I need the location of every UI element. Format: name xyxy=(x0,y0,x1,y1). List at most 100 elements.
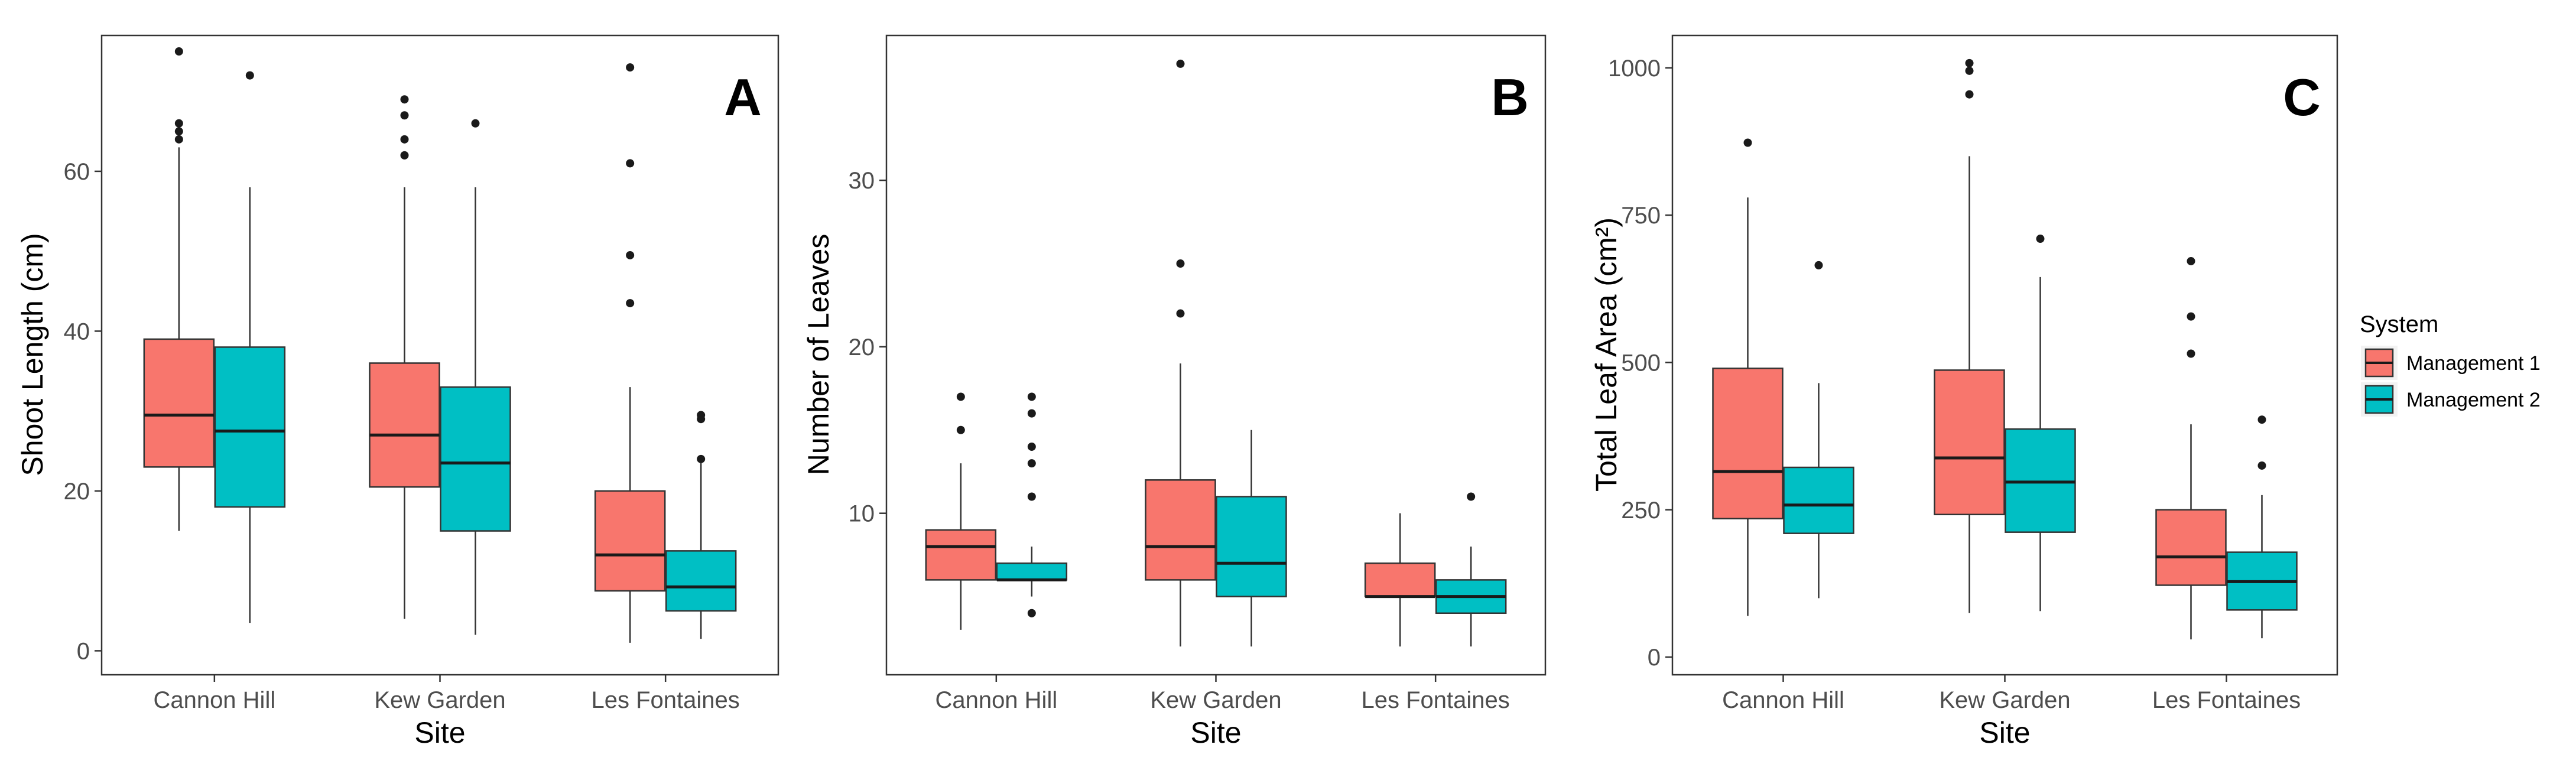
box-les-fontaines-2 xyxy=(665,411,737,639)
y-tick-label: 10 xyxy=(849,501,875,527)
outlier-point xyxy=(626,299,635,308)
outlier-point xyxy=(2187,349,2195,358)
x-axis-title: Site xyxy=(1979,716,2030,749)
panel-a: 0 20 40 60 Cannon Hill Kew Garden Les Fontaine… xyxy=(16,34,779,749)
panel-label: B xyxy=(1491,68,1529,126)
box-iqr xyxy=(2155,509,2227,586)
outlier-point xyxy=(1176,309,1185,318)
box-iqr xyxy=(996,562,1068,581)
box-cannon-hill-1 xyxy=(1712,138,1784,616)
outlier-point xyxy=(174,127,183,136)
panel-label: A xyxy=(724,68,762,126)
box-kew-garden-1 xyxy=(1934,58,2005,613)
box-cannon-hill-1 xyxy=(143,47,215,531)
box-iqr xyxy=(1364,562,1436,597)
x-tick-label: Cannon Hill xyxy=(153,687,275,713)
box-les-fontaines-1 xyxy=(2155,256,2227,640)
outlier-point xyxy=(471,119,480,128)
y-axis-title: Number of Leaves xyxy=(802,234,835,476)
outlier-point xyxy=(2036,235,2045,243)
box-iqr xyxy=(665,550,737,612)
outlier-point xyxy=(626,159,635,168)
box-iqr xyxy=(925,529,997,581)
x-tick-label: Les Fontaines xyxy=(2152,687,2301,713)
legend-item-1: Management 1 xyxy=(2361,346,2541,380)
box-iqr xyxy=(143,338,215,468)
outlier-point xyxy=(1176,59,1185,68)
x-tick-label: Kew Garden xyxy=(1150,687,1281,713)
box-les-fontaines-1 xyxy=(1364,513,1436,647)
box-cannon-hill-2 xyxy=(214,71,286,623)
outlier-point xyxy=(1965,58,1974,67)
outlier-point xyxy=(400,151,409,160)
legend-label: Management 2 xyxy=(2406,389,2541,411)
x-tick-label: Kew Garden xyxy=(1939,687,2070,713)
box-kew-garden-2 xyxy=(2005,235,2076,612)
box-iqr xyxy=(214,346,286,508)
outlier-point xyxy=(1027,492,1036,501)
outlier-point xyxy=(697,454,706,463)
panel-label: C xyxy=(2283,68,2321,126)
y-tick-label: 20 xyxy=(64,479,90,505)
x-tick-label: Les Fontaines xyxy=(592,687,740,713)
outlier-point xyxy=(400,111,409,120)
x-tick-label: Kew Garden xyxy=(374,687,505,713)
x-tick-label: Les Fontaines xyxy=(1362,687,1510,713)
y-tick-label: 60 xyxy=(64,159,90,185)
box-cannon-hill-2 xyxy=(1783,261,1854,599)
y-tick-label: 0 xyxy=(1648,645,1661,671)
outlier-point xyxy=(956,425,965,434)
legend-title: System xyxy=(2360,311,2438,337)
outlier-point xyxy=(1027,442,1036,451)
outlier-point xyxy=(697,411,706,420)
box-cannon-hill-2 xyxy=(996,392,1068,617)
outlier-point xyxy=(626,251,635,259)
outlier-point xyxy=(1743,138,1752,147)
y-tick-label: 30 xyxy=(849,168,875,194)
outlier-point xyxy=(1027,609,1036,617)
y-tick-label: 40 xyxy=(64,318,90,344)
box-les-fontaines-2 xyxy=(1435,492,1507,647)
outlier-point xyxy=(174,119,183,128)
box-iqr xyxy=(1934,369,2005,516)
box-kew-garden-2 xyxy=(1216,430,1287,647)
outlier-point xyxy=(956,392,965,401)
outlier-point xyxy=(1176,259,1185,268)
box-iqr xyxy=(1712,368,1784,519)
box-kew-garden-1 xyxy=(1145,59,1216,647)
x-axis-title: Site xyxy=(414,716,465,749)
outlier-point xyxy=(1965,90,1974,99)
box-kew-garden-2 xyxy=(440,119,511,635)
panel-b: 10 20 30 Cannon Hill Kew Garden Les Fontaines… xyxy=(802,34,1547,749)
outlier-point xyxy=(1467,492,1476,501)
outlier-point xyxy=(1814,261,1823,269)
outlier-point xyxy=(1027,459,1036,468)
x-tick-label: Cannon Hill xyxy=(935,687,1057,713)
outlier-point xyxy=(174,47,183,56)
y-tick-label: 500 xyxy=(1621,350,1661,376)
outlier-point xyxy=(2257,461,2266,470)
outlier-point xyxy=(626,63,635,72)
outlier-point xyxy=(2187,312,2195,321)
y-tick-label: 1000 xyxy=(1608,56,1661,82)
outlier-point xyxy=(174,135,183,144)
y-axis-title: Shoot Length (cm) xyxy=(16,233,49,476)
outlier-point xyxy=(2257,415,2266,424)
y-tick-label: 750 xyxy=(1621,203,1661,229)
box-cannon-hill-1 xyxy=(925,392,997,630)
legend-label: Management 1 xyxy=(2406,352,2541,375)
outlier-point xyxy=(400,95,409,104)
box-iqr xyxy=(369,362,440,488)
outlier-point xyxy=(1965,66,1974,75)
x-tick-label: Cannon Hill xyxy=(1722,687,1844,713)
box-iqr xyxy=(1145,479,1216,581)
y-axis-title: Total Leaf Area (cm²) xyxy=(1590,217,1623,492)
box-iqr xyxy=(594,490,666,592)
panel-c: 0 250 500 750 1000 Cannon Hill Kew Garden Les F… xyxy=(1590,34,2338,749)
outlier-point xyxy=(1027,409,1036,418)
x-axis-title: Site xyxy=(1190,716,1241,749)
outlier-point xyxy=(245,71,254,80)
y-tick-label: 250 xyxy=(1621,498,1661,524)
outlier-point xyxy=(2187,256,2195,265)
